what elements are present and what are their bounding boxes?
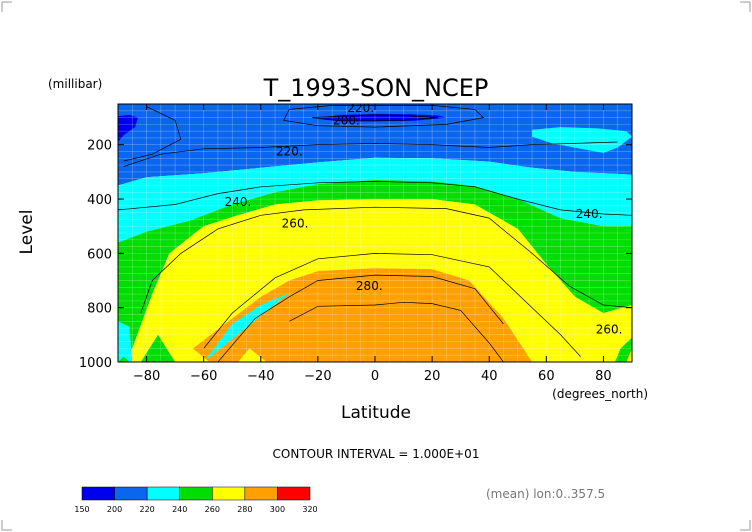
colorbar-swatch — [146, 486, 180, 501]
y-axis-label: Level — [17, 210, 37, 255]
contour-patch-0 — [532, 127, 632, 153]
contour-label-5: 280. — [356, 279, 383, 293]
plot-area: 220.200.220.240.260.280.240.260.−80 −60 −4… — [79, 101, 633, 384]
y-tick-label: 400 — [87, 193, 112, 208]
contour-patch-3 — [118, 321, 133, 362]
x-tick-label: 40 — [481, 369, 498, 384]
contour-line-3 — [140, 206, 632, 314]
contour-line-1 — [217, 274, 504, 362]
colorbar-swatch — [179, 486, 213, 501]
x-tick-label: −20 — [304, 369, 331, 384]
contour-line-6 — [123, 106, 182, 162]
colorbar-swatch — [244, 486, 278, 501]
x-tick-label: 80 — [595, 369, 612, 384]
x-tick-label: −60 — [190, 369, 217, 384]
contour-band-3 — [118, 199, 632, 362]
x-tick-label: −40 — [247, 369, 274, 384]
colorbar-label: 150 — [74, 505, 89, 514]
contour-band-4 — [118, 268, 632, 362]
x-tick-label: −80 — [133, 369, 160, 384]
chart-title: T_1993-SON_NCEP — [263, 74, 489, 102]
colorbar-label: 260 — [205, 505, 220, 514]
contour-label-7: 260. — [596, 322, 623, 336]
colorbar-swatch — [277, 486, 311, 501]
contour-band-0 — [118, 104, 632, 186]
contour-patch-9 — [614, 337, 632, 362]
contour-band-1 — [118, 157, 632, 243]
contour-label-0: 220. — [347, 101, 374, 115]
colorbar-label: 280 — [237, 505, 252, 514]
contour-label-4: 260. — [282, 216, 309, 230]
x-tick-label: 20 — [424, 369, 441, 384]
colorbar-swatch — [212, 486, 246, 501]
contour-line-8 — [312, 114, 438, 122]
contour-label-1: 200. — [333, 113, 360, 127]
colorbar-swatch — [114, 486, 148, 501]
colorbar-label: 200 — [107, 505, 122, 514]
contour-label-6: 240. — [576, 207, 603, 221]
colorbar-swatch — [81, 486, 115, 501]
contour-patch-2 — [118, 114, 138, 142]
colorbar-label: 240 — [172, 505, 187, 514]
contour-line-4 — [118, 181, 632, 216]
contour-interval-text: CONTOUR INTERVAL = 1.000E+01 — [273, 447, 480, 461]
contour-patch-6 — [118, 356, 130, 362]
y-tick-label: 1000 — [79, 356, 112, 371]
colorbar-label: 300 — [270, 505, 285, 514]
colorbar-label: 320 — [302, 505, 317, 514]
x-axis-label: Latitude — [341, 403, 411, 423]
colorbar: 150 200 220 240 260 280 300 320 — [74, 486, 318, 514]
contour-label-2: 220. — [276, 145, 303, 159]
y-tick-label: 600 — [87, 247, 112, 262]
contour-patch-5 — [140, 334, 176, 362]
contour-patch-8 — [237, 348, 267, 362]
y-axis-units: (millibar) — [48, 77, 102, 91]
contour-line-0 — [289, 301, 504, 362]
x-axis-units: (degrees_north) — [552, 387, 648, 401]
y-tick-label: 800 — [87, 302, 112, 317]
contour-label-3: 240. — [225, 195, 252, 209]
y-tick-label: 200 — [87, 139, 112, 154]
contour-line-5 — [123, 141, 618, 167]
contour-patch-10 — [626, 348, 632, 362]
contour-patch-7 — [175, 345, 210, 362]
contour-line-7 — [283, 105, 485, 128]
colorbar-label: 220 — [140, 505, 155, 514]
contour-line-2 — [203, 253, 581, 357]
x-tick-label: 60 — [538, 369, 555, 384]
contour-patch-4 — [203, 292, 290, 362]
x-tick-label: 0 — [371, 369, 379, 384]
footnote: (mean) lon:0..357.5 — [486, 487, 605, 501]
